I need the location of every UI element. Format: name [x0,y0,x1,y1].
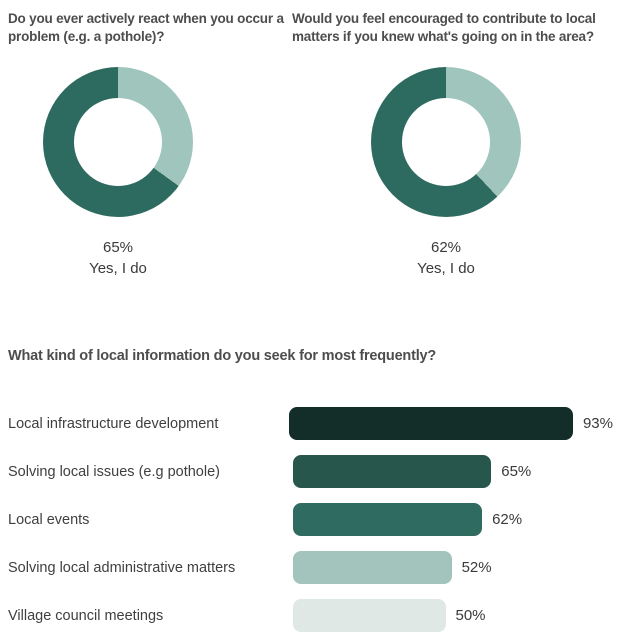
bar-row: Solving local issues (e.g pothole) 65% [8,455,613,488]
donut-chart-2-percent-label: 62% [430,239,462,256]
donut-chart-2-title: Would you feel encouraged to contribute … [292,11,596,44]
bar-segment [293,503,483,536]
bar-value-label: 52% [461,559,492,576]
bar-category-label: Village council meetings [8,607,164,624]
donut-chart-1-percent-label: 65% [102,239,134,256]
bar-row: Local infrastructure development 93% [8,407,613,440]
bar-category-label: Solving local issues (e.g pothole) [8,463,220,480]
bar-segment [293,551,452,584]
donut-chart-1-answer-label: Yes, I do [89,260,147,277]
bar-value-label: 65% [501,463,532,480]
bar-segment [293,455,492,488]
donut-chart-1 [43,67,193,217]
bar-row: Village council meetings 50% [8,599,613,632]
donut-chart-1-title: Do you ever actively react when you occu… [8,11,284,44]
bar-category-label: Local events [8,511,90,528]
bar-category-label: Solving local administrative matters [8,559,236,576]
bar-row: Local events 62% [8,503,613,536]
bar-segment [289,407,573,440]
donut-chart-2 [371,67,521,217]
bar-segment [293,599,446,632]
bar-chart-title: What kind of local information do you se… [8,348,437,364]
bar-value-label: 50% [455,607,486,624]
bar-value-label: 93% [582,415,613,432]
bar-row: Solving local administrative matters 52% [8,551,613,584]
bar-category-label: Local infrastructure development [8,415,219,432]
donut-chart-2-answer-label: Yes, I do [417,260,475,277]
bar-value-label: 62% [492,511,523,528]
bar-chart: Local infrastructure development 93% Sol… [8,407,613,636]
